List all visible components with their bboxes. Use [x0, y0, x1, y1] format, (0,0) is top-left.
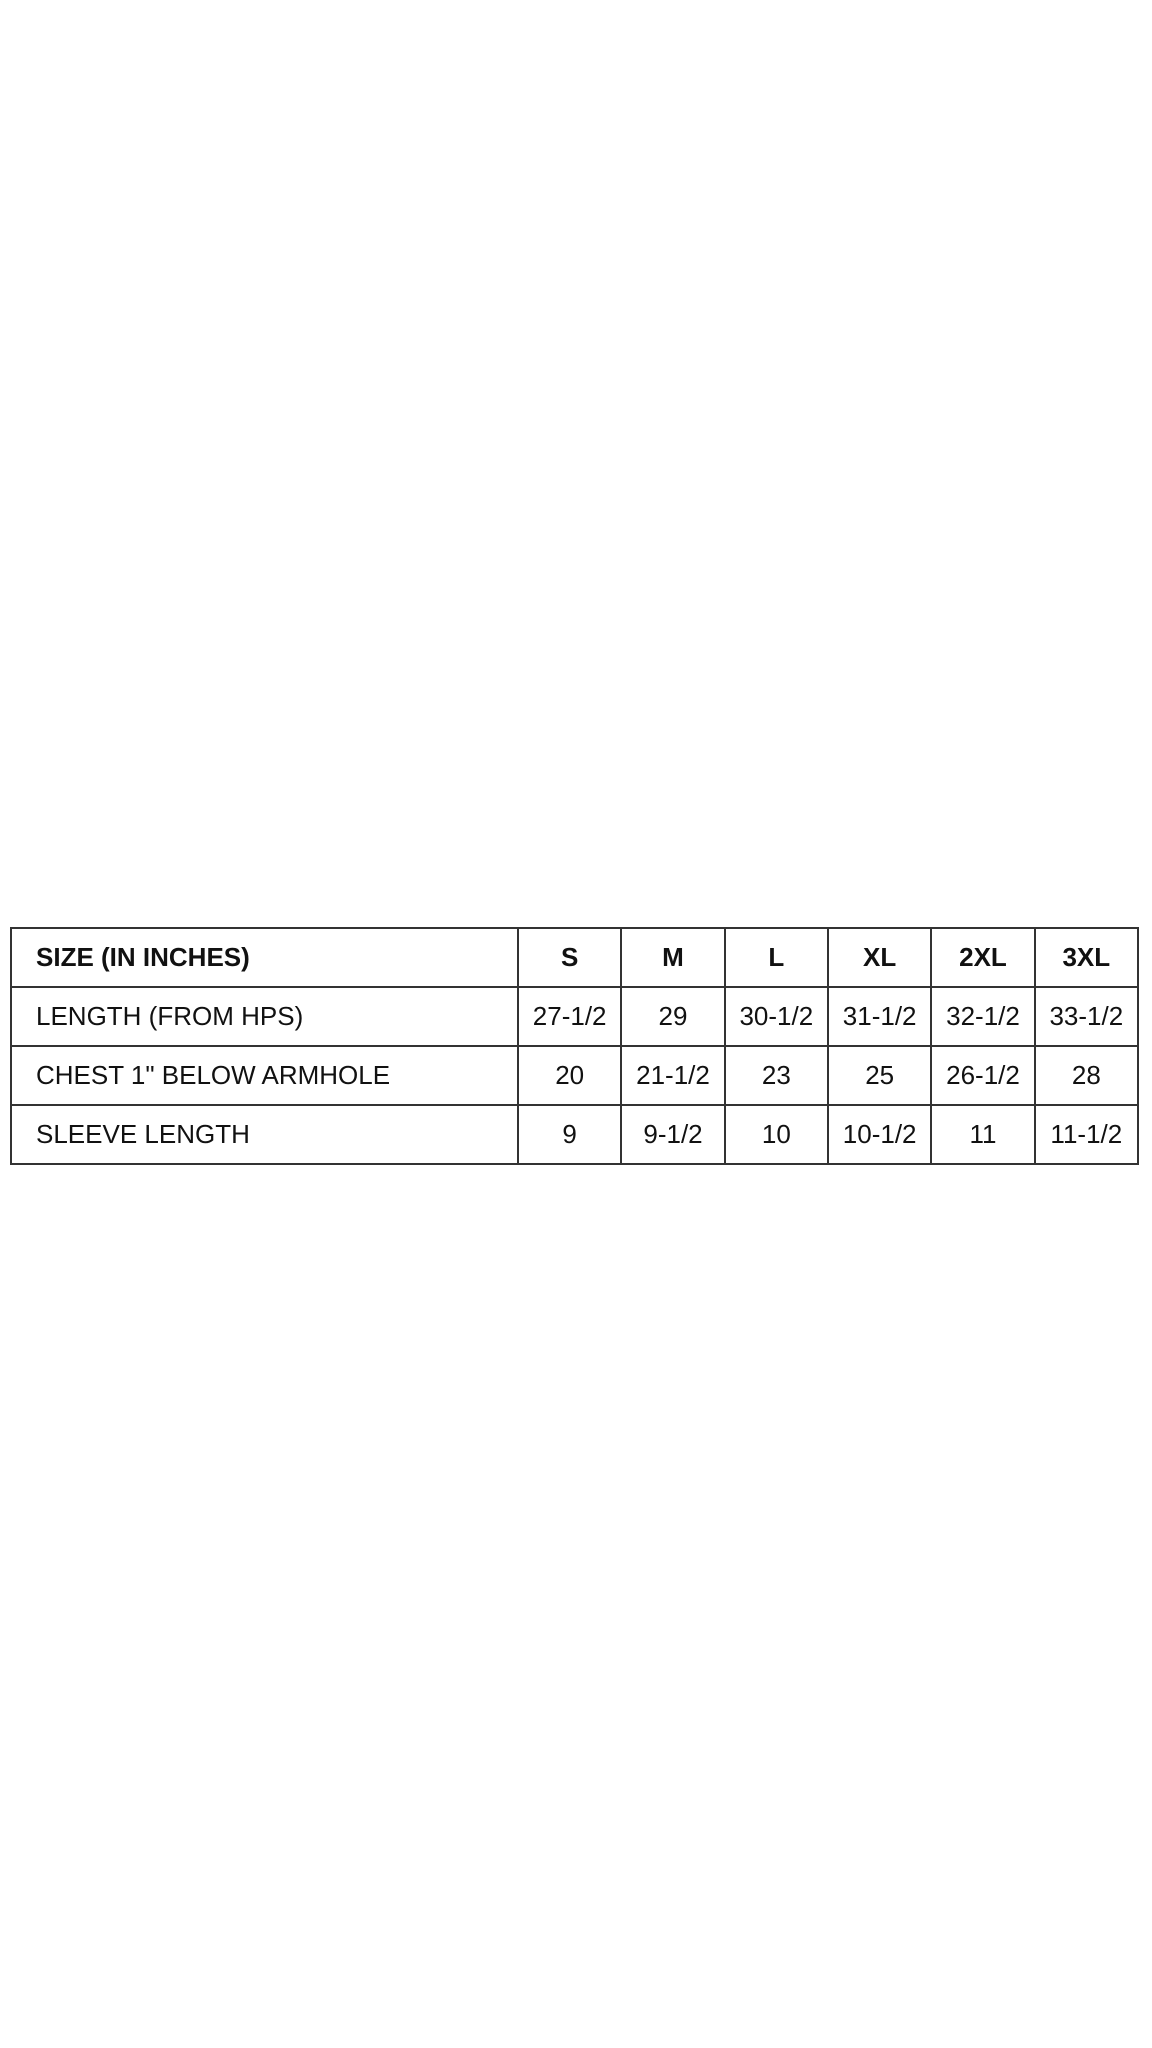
- cell: 26-1/2: [930, 1045, 1036, 1106]
- header-label: SIZE (IN INCHES): [10, 927, 519, 988]
- size-3xl: 3XL: [1033, 927, 1140, 988]
- row-label: SLEEVE LENGTH: [10, 1104, 519, 1165]
- size-2xl: 2XL: [930, 927, 1036, 988]
- size-s: S: [516, 927, 623, 988]
- size-m: M: [620, 927, 726, 988]
- cell: 23: [723, 1045, 829, 1106]
- cell: 9-1/2: [620, 1104, 726, 1165]
- cell: 11-1/2: [1033, 1104, 1140, 1165]
- cell: 21-1/2: [620, 1045, 726, 1106]
- table-row: CHEST 1" BELOW ARMHOLE 20 21-1/2 23 25 2…: [10, 1045, 1140, 1106]
- cell: 30-1/2: [723, 986, 829, 1047]
- cell: 20: [516, 1045, 623, 1106]
- size-l: L: [723, 927, 829, 988]
- cell: 28: [1033, 1045, 1140, 1106]
- size-chart-table: SIZE (IN INCHES) S M L XL 2XL 3XL LENGTH…: [10, 927, 1140, 1165]
- cell: 33-1/2: [1033, 986, 1140, 1047]
- cell: 32-1/2: [930, 986, 1036, 1047]
- cell: 31-1/2: [826, 986, 933, 1047]
- cell: 10: [723, 1104, 829, 1165]
- table-row: LENGTH (FROM HPS) 27-1/2 29 30-1/2 31-1/…: [10, 986, 1140, 1047]
- row-label: LENGTH (FROM HPS): [10, 986, 519, 1047]
- cell: 10-1/2: [826, 1104, 933, 1165]
- cell: 9: [516, 1104, 623, 1165]
- table-row: SLEEVE LENGTH 9 9-1/2 10 10-1/2 11 11-1/…: [10, 1104, 1140, 1165]
- cell: 25: [826, 1045, 933, 1106]
- cell: 27-1/2: [516, 986, 623, 1047]
- cell: 29: [620, 986, 726, 1047]
- row-label: CHEST 1" BELOW ARMHOLE: [10, 1045, 519, 1106]
- header-row: SIZE (IN INCHES) S M L XL 2XL 3XL: [10, 927, 1140, 988]
- cell: 11: [930, 1104, 1036, 1165]
- size-xl: XL: [826, 927, 933, 988]
